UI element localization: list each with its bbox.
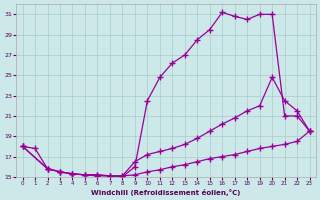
X-axis label: Windchill (Refroidissement éolien,°C): Windchill (Refroidissement éolien,°C) <box>92 189 241 196</box>
